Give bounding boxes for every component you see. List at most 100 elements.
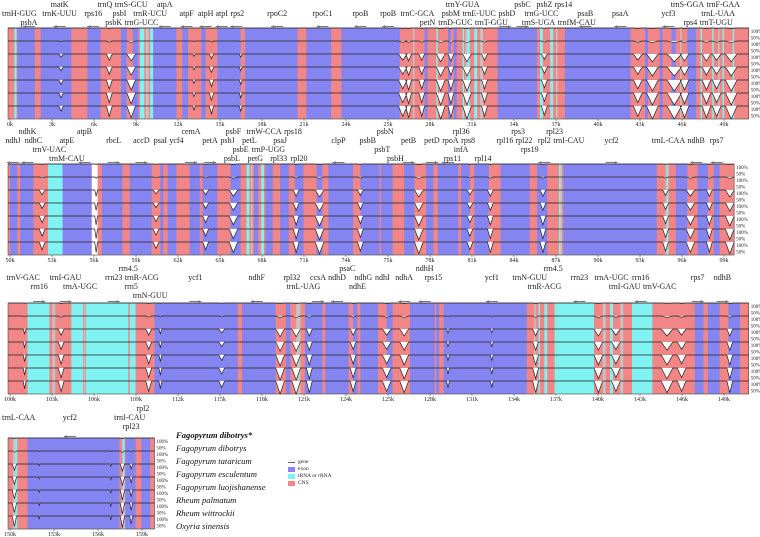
gene-arrow-head bbox=[538, 161, 542, 164]
x-tick-label: 25k bbox=[384, 122, 393, 128]
exon-block bbox=[448, 28, 451, 41]
utr-block bbox=[602, 355, 606, 368]
exon-block bbox=[129, 164, 152, 177]
exon-block bbox=[461, 203, 470, 216]
identity-dip bbox=[702, 93, 711, 104]
identity-dip bbox=[23, 355, 27, 362]
utr-block bbox=[718, 93, 720, 106]
identity-dip bbox=[293, 216, 300, 225]
x-tick-label: 78k bbox=[426, 258, 435, 264]
track-1: 100%50% bbox=[8, 27, 760, 41]
exon-block bbox=[141, 490, 151, 503]
exon-block bbox=[564, 54, 631, 67]
exon-block bbox=[404, 203, 415, 216]
identity-dip bbox=[23, 381, 27, 389]
identity-dip bbox=[446, 355, 450, 361]
exon-block bbox=[448, 80, 451, 93]
identity-curve bbox=[8, 40, 749, 43]
gene-arrow-head bbox=[690, 161, 694, 164]
exon-block bbox=[426, 177, 434, 190]
gene-label: trnV-GAC bbox=[643, 282, 676, 291]
utr-block bbox=[465, 41, 467, 54]
exon-block bbox=[461, 164, 470, 177]
gene-label: psbK bbox=[105, 18, 122, 27]
identity-dip bbox=[725, 216, 735, 226]
identity-dip bbox=[209, 93, 214, 101]
exon-block bbox=[132, 54, 139, 67]
rna-block bbox=[150, 106, 154, 119]
exon-block bbox=[713, 177, 720, 190]
exon-block bbox=[125, 477, 136, 490]
rna-block bbox=[122, 477, 125, 490]
rna-block bbox=[15, 464, 18, 477]
exon-block bbox=[380, 190, 393, 203]
identity-dip bbox=[661, 368, 673, 379]
exon-block bbox=[10, 164, 18, 177]
x-tick-label: 128k bbox=[424, 397, 436, 403]
identity-dip bbox=[145, 329, 152, 336]
exon-block bbox=[360, 203, 380, 216]
utr-block bbox=[480, 54, 484, 67]
rna-block bbox=[610, 303, 613, 316]
gene-arrow-head bbox=[316, 25, 320, 28]
identity-dip bbox=[725, 54, 738, 62]
x-tick-label: 149k bbox=[718, 397, 730, 403]
rna-block bbox=[732, 41, 735, 54]
track-5: 100%50% bbox=[8, 354, 760, 368]
exon-block bbox=[306, 67, 332, 80]
exon-block bbox=[280, 164, 289, 177]
rna-block bbox=[667, 203, 669, 216]
identity-dip bbox=[726, 355, 733, 365]
rna-block bbox=[85, 381, 129, 394]
exon-block bbox=[564, 28, 631, 41]
x-tick-label: 112k bbox=[172, 397, 184, 403]
pct-100-label: 100% bbox=[736, 179, 748, 184]
gene-arrow-head bbox=[634, 300, 638, 303]
exon-block bbox=[461, 177, 470, 190]
exon-block bbox=[245, 106, 298, 119]
x-tick-label: 68k bbox=[258, 258, 267, 264]
identity-dip bbox=[706, 229, 713, 239]
rna-block bbox=[27, 355, 50, 368]
exon-block bbox=[167, 177, 177, 190]
gene-label: ycf3 bbox=[661, 9, 675, 18]
pct-50-label: 50% bbox=[751, 62, 760, 67]
identity-dip bbox=[680, 67, 689, 76]
identity-dip bbox=[436, 93, 446, 105]
gene-arrow-head bbox=[725, 300, 729, 303]
exon-block bbox=[437, 216, 459, 229]
exon-block bbox=[306, 80, 332, 93]
gene-arrow-head bbox=[507, 25, 511, 28]
gene-label: psbJ bbox=[220, 136, 234, 145]
exon-block bbox=[132, 80, 139, 93]
x-tick-label: 6k bbox=[91, 122, 97, 128]
exon-block bbox=[437, 177, 459, 190]
identity-dip bbox=[466, 229, 473, 237]
pct-100-label: 100% bbox=[751, 82, 760, 87]
identity-dip bbox=[539, 203, 546, 211]
exon-block bbox=[694, 368, 704, 381]
utr-block bbox=[680, 93, 682, 106]
identity-dip bbox=[120, 503, 125, 514]
utr-block bbox=[145, 93, 149, 106]
identity-dip bbox=[306, 342, 313, 351]
exon-block bbox=[353, 368, 358, 381]
identity-dip bbox=[126, 80, 136, 90]
identity-dip bbox=[466, 203, 473, 209]
exon-block bbox=[694, 355, 704, 368]
legend-label: gene bbox=[298, 459, 309, 465]
x-tick-label: 18k bbox=[258, 122, 267, 128]
identity-dip bbox=[541, 80, 548, 88]
exon-block bbox=[659, 41, 663, 54]
pct-50-label: 50% bbox=[751, 114, 760, 119]
exon-block bbox=[564, 67, 631, 80]
identity-dip bbox=[725, 93, 738, 105]
gene-label: psbT bbox=[374, 145, 390, 154]
exon-block bbox=[675, 177, 688, 190]
exon-block bbox=[497, 41, 538, 54]
gene-label: trnR-UCU bbox=[133, 9, 167, 18]
identity-dip bbox=[662, 216, 669, 224]
rna-block bbox=[139, 106, 145, 119]
pct-50-label: 50% bbox=[736, 237, 745, 242]
track-3: 100%50% bbox=[8, 53, 760, 67]
